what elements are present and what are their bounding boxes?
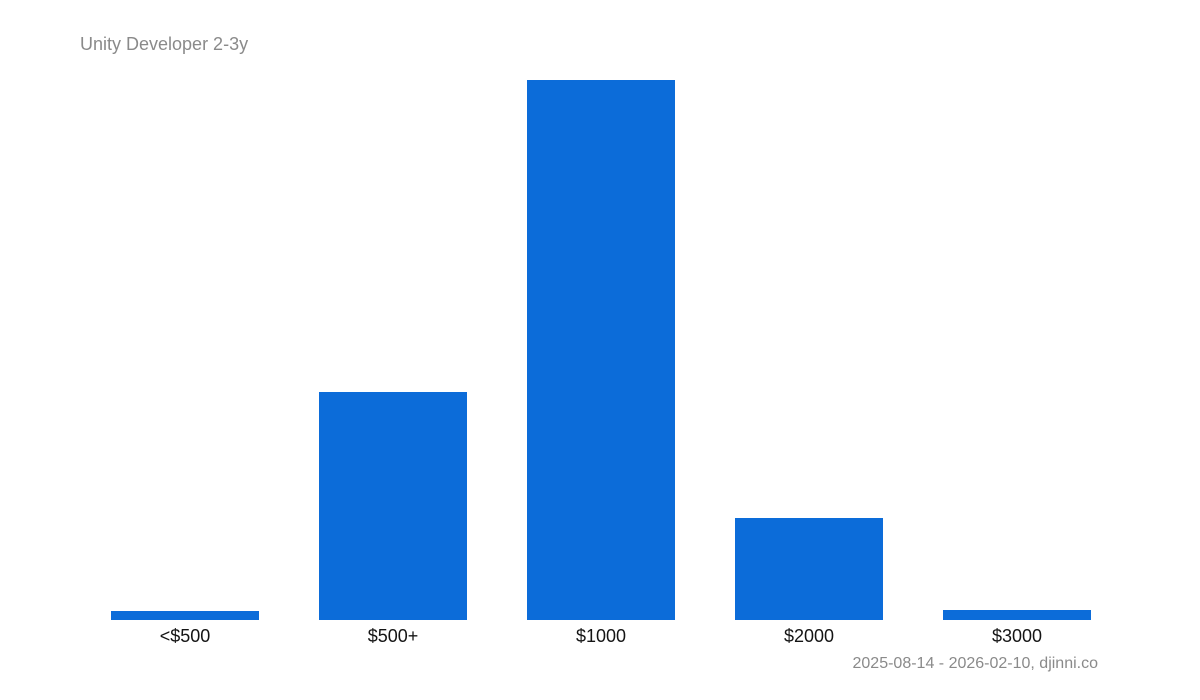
bar <box>111 611 259 620</box>
bar-column <box>735 80 883 620</box>
x-axis-tick-labels: <$500 $500+ $1000 $2000 $3000 <box>111 626 1091 647</box>
x-tick-label: $1000 <box>575 626 627 646</box>
bar <box>319 392 467 620</box>
x-tick-label: <$500 <box>159 626 211 646</box>
bar-column <box>111 80 259 620</box>
bar-column <box>527 80 675 620</box>
x-tick-label: $2000 <box>783 626 835 646</box>
bar <box>943 610 1091 620</box>
chart-footnote: 2025-08-14 - 2026-02-10, djinni.co <box>852 655 1099 672</box>
bar <box>527 80 675 620</box>
bar-plot <box>111 80 1091 620</box>
bar <box>735 518 883 620</box>
bar-column <box>319 80 467 620</box>
x-tick-label: $3000 <box>991 626 1043 646</box>
bar-column <box>943 80 1091 620</box>
chart-title: Unity Developer 2-3y <box>80 34 249 54</box>
x-tick-label: $500+ <box>367 626 419 646</box>
